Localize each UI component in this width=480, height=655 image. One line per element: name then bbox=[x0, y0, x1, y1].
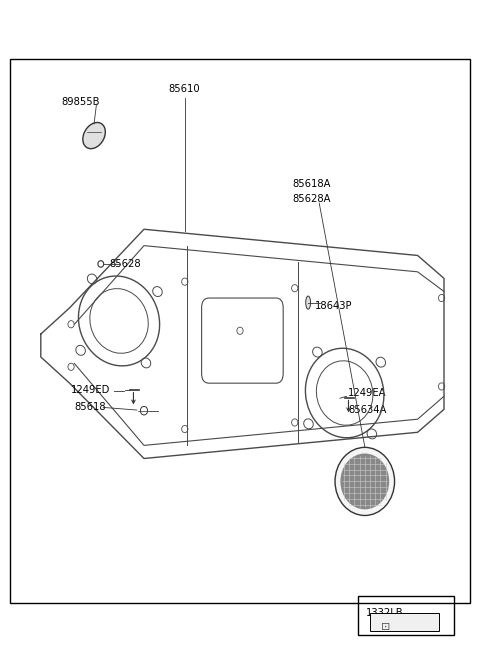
Text: 89855B: 89855B bbox=[61, 97, 100, 107]
Text: 1249ED: 1249ED bbox=[71, 385, 110, 395]
Text: 1249EA: 1249EA bbox=[348, 388, 386, 398]
Text: 85610: 85610 bbox=[168, 84, 200, 94]
Ellipse shape bbox=[335, 447, 395, 515]
Text: 85628: 85628 bbox=[109, 259, 141, 269]
Bar bbox=[370, 613, 439, 631]
Bar bbox=[358, 596, 454, 635]
Ellipse shape bbox=[83, 122, 105, 149]
Text: 85634A: 85634A bbox=[348, 405, 386, 415]
Text: 85618A: 85618A bbox=[293, 179, 331, 189]
Ellipse shape bbox=[340, 453, 389, 510]
Ellipse shape bbox=[306, 296, 311, 309]
Text: 85618: 85618 bbox=[74, 402, 106, 412]
Bar bbox=[10, 59, 470, 603]
Text: 85628A: 85628A bbox=[293, 194, 331, 204]
Text: 1332LB: 1332LB bbox=[366, 608, 404, 618]
Text: 18643P: 18643P bbox=[314, 301, 352, 311]
Text: ⊡: ⊡ bbox=[381, 622, 390, 632]
